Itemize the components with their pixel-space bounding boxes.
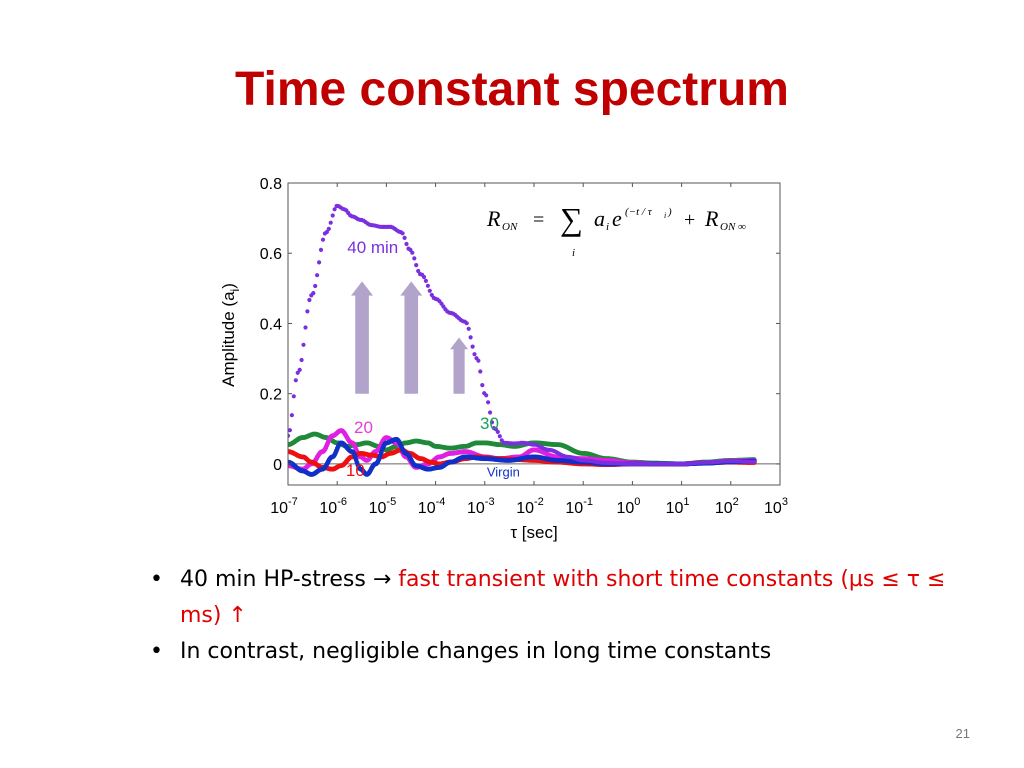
data-point: [416, 268, 421, 274]
increase-arrows: [351, 281, 469, 394]
y-tick-label: 0.4: [260, 316, 282, 333]
data-point: [293, 378, 298, 383]
x-tick-label: 10-7: [270, 496, 298, 517]
y-tick-label: 0.2: [260, 387, 282, 404]
data-point: [402, 235, 407, 240]
data-point: [289, 413, 294, 418]
bullet-text: In contrast, negligible changes in long …: [180, 634, 771, 670]
data-point: [495, 429, 500, 434]
data-point: [497, 434, 502, 439]
data-point: [489, 420, 495, 425]
slide-title: Time constant spectrum: [235, 63, 789, 116]
x-tick-label: 10-1: [565, 496, 593, 517]
bullet-dot: •: [150, 639, 163, 664]
bullet-item: • In contrast, negligible changes in lon…: [150, 634, 970, 670]
x-tick-label: 103: [764, 496, 788, 517]
data-point: [466, 326, 471, 331]
page-number: 21: [955, 726, 970, 741]
y-tick-label: 0.8: [260, 176, 282, 193]
data-point: [480, 383, 485, 388]
data-point: [488, 410, 493, 415]
bullet-dot: •: [150, 567, 163, 592]
data-point: [425, 283, 430, 288]
x-tick-label: 10-3: [467, 496, 495, 517]
data-point: [299, 357, 304, 363]
bullet-lead: In contrast, negligible changes in long …: [180, 639, 772, 664]
bullet-highlight: fast transient with short time constants…: [180, 567, 946, 628]
equation-annotation: R ON = ∑ i a i e (−t / τ i ) + R ON ∞: [486, 201, 746, 260]
data-point: [291, 394, 296, 399]
data-point: [400, 231, 405, 236]
data-point: [326, 226, 331, 231]
x-tick-label: 10-5: [369, 496, 397, 517]
x-tick-label: 101: [666, 496, 690, 517]
data-point: [315, 273, 320, 278]
data-point: [328, 220, 333, 225]
data-point: [288, 433, 291, 438]
data-point: [317, 260, 322, 265]
data-point: [330, 213, 335, 218]
x-tick-label: 102: [715, 496, 739, 517]
data-point: [486, 400, 491, 405]
data-point: [404, 241, 409, 247]
data-point: [421, 274, 427, 280]
series-label: 10: [346, 461, 365, 480]
data-point: [301, 342, 306, 347]
series-label: 20: [354, 418, 373, 437]
data-point: [427, 288, 432, 293]
data-point: [752, 459, 757, 464]
bullet-text: 40 min HP-stress → fast transient with s…: [180, 562, 970, 634]
data-point: [288, 428, 292, 433]
up-arrow-icon: [450, 337, 469, 394]
data-point: [472, 352, 477, 357]
data-point: [307, 297, 312, 303]
data-point: [303, 325, 308, 330]
x-tick-label: 100: [616, 496, 640, 517]
y-axis-label: Amplitude (ai): [219, 283, 242, 387]
data-point: [470, 344, 475, 349]
data-point: [476, 358, 481, 363]
data-point: [484, 393, 489, 398]
data-point: [320, 237, 326, 242]
series-40-min: [288, 203, 757, 466]
x-tick-label: 10-4: [418, 496, 446, 517]
data-point: [478, 369, 483, 374]
data-point: [324, 229, 329, 235]
x-tick-label: 10-6: [319, 496, 347, 517]
series-label: Virgin: [487, 465, 520, 480]
data-point: [412, 256, 417, 261]
bullet-list: • 40 min HP-stress → fast transient with…: [150, 562, 970, 670]
data-point: [468, 335, 473, 340]
data-point: [311, 291, 316, 296]
y-tick-label: 0: [273, 457, 282, 474]
data-point: [423, 278, 428, 283]
x-tick-label: 10-2: [516, 496, 544, 517]
up-arrow-icon: [400, 281, 423, 394]
data-point: [410, 250, 415, 255]
series-label: 40 min: [347, 238, 398, 257]
data-point: [332, 207, 337, 212]
bullet-item: • 40 min HP-stress → fast transient with…: [150, 562, 970, 634]
bullet-lead: 40 min HP-stress →: [180, 567, 399, 592]
data-point: [305, 309, 310, 314]
data-point: [414, 263, 419, 268]
x-axis-label: τ [sec]: [510, 523, 557, 542]
time-constant-chart: 0 0.2 0.4 0.6 0.8 10-7 10-6 10-5 10-4 10-3 10-2 10-…: [219, 176, 788, 542]
data-point: [313, 283, 318, 289]
up-arrow-icon: [351, 281, 374, 394]
data-point: [464, 321, 469, 326]
series-label: 30: [480, 414, 499, 433]
data-point: [297, 367, 302, 372]
data-point: [318, 247, 324, 252]
y-tick-label: 0.6: [260, 246, 282, 263]
